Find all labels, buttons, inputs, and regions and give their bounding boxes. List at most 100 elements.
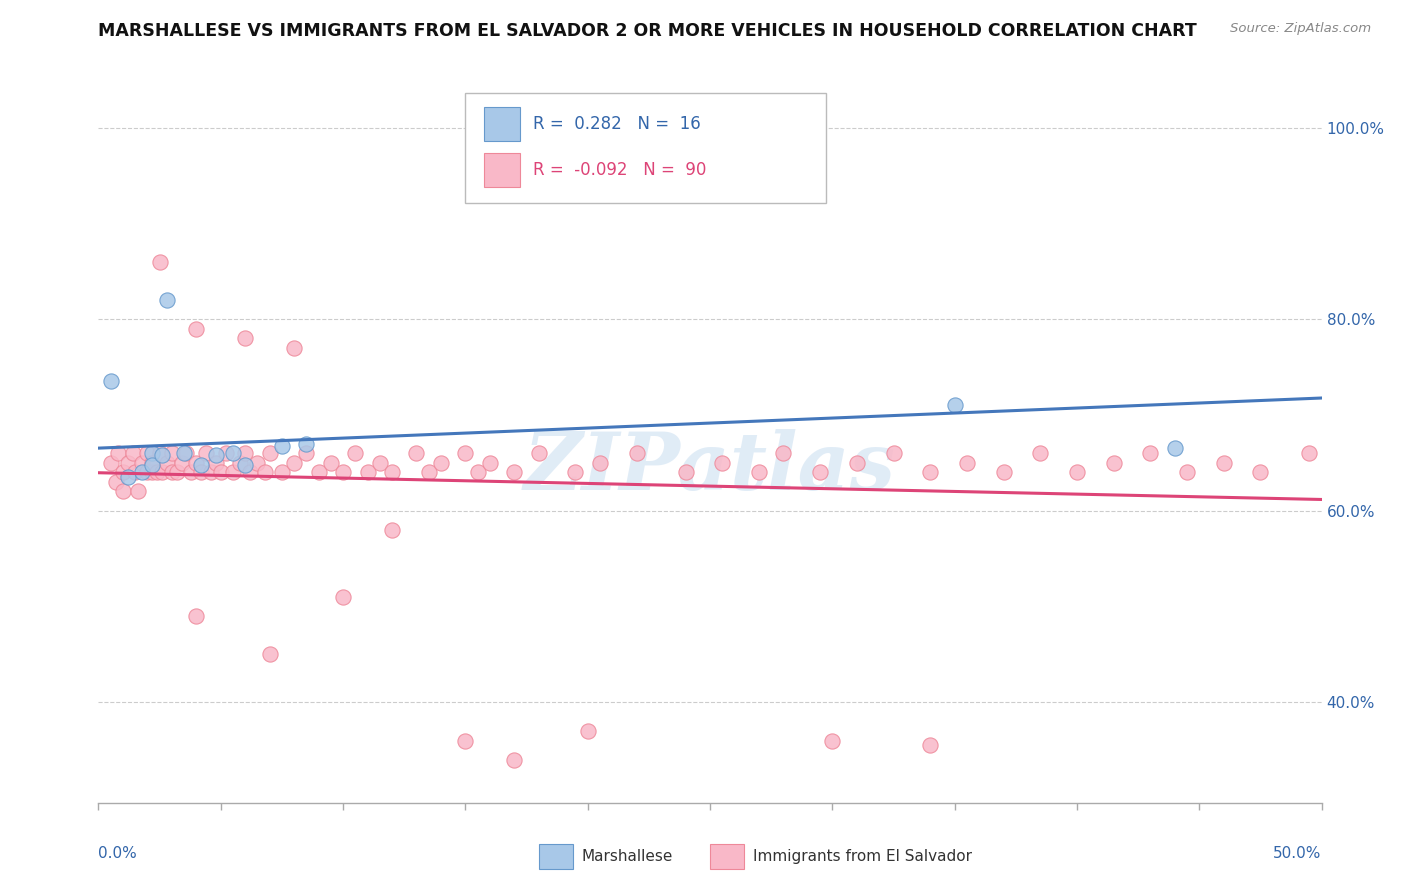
Point [319, 456, 342, 470]
Point [186, 321, 208, 335]
Point [180, 466, 202, 480]
Point [229, 456, 252, 470]
Point [1249, 466, 1271, 480]
Point [576, 723, 599, 738]
Point [141, 466, 163, 480]
Point [626, 446, 648, 460]
Point [141, 456, 163, 470]
Point [222, 466, 245, 480]
Point [233, 331, 256, 345]
Point [205, 448, 228, 462]
Point [589, 456, 612, 470]
Point [170, 456, 193, 470]
Point [150, 448, 173, 462]
Point [100, 375, 122, 389]
Point [381, 523, 404, 537]
Bar [484, 107, 520, 141]
Point [246, 456, 269, 470]
Point [233, 446, 256, 460]
Point [332, 590, 354, 604]
Point [141, 458, 163, 472]
Point [239, 466, 262, 480]
Point [173, 446, 195, 460]
Point [405, 446, 427, 460]
Point [1212, 456, 1234, 470]
Point [332, 466, 354, 480]
Point [117, 456, 139, 470]
Point [956, 456, 979, 470]
Point [308, 466, 330, 480]
Point [214, 446, 236, 460]
Point [186, 609, 208, 624]
Point [136, 466, 159, 480]
Point [253, 466, 276, 480]
Point [195, 446, 218, 460]
Point [259, 446, 281, 460]
Point [1298, 446, 1320, 460]
Point [150, 466, 173, 480]
Point [176, 446, 198, 460]
Point [131, 466, 153, 480]
Point [270, 438, 294, 452]
Point [209, 466, 232, 480]
Text: 50.0%: 50.0% [1274, 846, 1322, 861]
Point [141, 446, 163, 460]
Bar [484, 153, 520, 187]
Point [104, 475, 127, 489]
Point [205, 456, 228, 470]
Point [503, 466, 526, 480]
Point [124, 466, 146, 480]
Point [156, 293, 179, 307]
Point [564, 466, 586, 480]
Point [295, 446, 318, 460]
Text: Marshallese: Marshallese [582, 849, 673, 863]
Point [136, 446, 159, 460]
Point [748, 466, 770, 480]
Point [1102, 456, 1125, 470]
Point [100, 456, 122, 470]
Point [368, 456, 391, 470]
Point [146, 466, 169, 480]
Point [1164, 442, 1187, 456]
Point [186, 456, 208, 470]
Point [808, 466, 831, 480]
Point [920, 739, 942, 753]
Text: MARSHALLESE VS IMMIGRANTS FROM EL SALVADOR 2 OR MORE VEHICLES IN HOUSEHOLD CORRE: MARSHALLESE VS IMMIGRANTS FROM EL SALVAD… [98, 22, 1197, 40]
Bar [538, 844, 574, 869]
Point [160, 446, 183, 460]
Point [121, 446, 143, 460]
Point [711, 456, 734, 470]
Point [259, 648, 281, 662]
Point [190, 466, 212, 480]
Point [418, 466, 440, 480]
Point [117, 470, 139, 484]
Point [675, 466, 697, 480]
Point [344, 446, 367, 460]
Point [1175, 466, 1198, 480]
Point [233, 458, 256, 472]
Text: Immigrants from El Salvador: Immigrants from El Salvador [752, 849, 972, 863]
Text: ZIPatlas: ZIPatlas [524, 429, 896, 506]
Point [156, 456, 179, 470]
Point [381, 466, 404, 480]
Point [772, 446, 794, 460]
Point [467, 466, 489, 480]
Point [430, 456, 453, 470]
Point [160, 466, 183, 480]
Point [356, 466, 378, 480]
Point [283, 456, 305, 470]
Point [1029, 446, 1052, 460]
Text: R =  -0.092   N =  90: R = -0.092 N = 90 [533, 161, 706, 178]
Point [166, 466, 188, 480]
Point [190, 458, 212, 472]
Point [283, 341, 305, 355]
Point [503, 753, 526, 767]
Point [993, 466, 1015, 480]
Point [295, 436, 318, 450]
Point [270, 466, 294, 480]
Point [111, 466, 134, 480]
Point [821, 733, 844, 747]
Point [943, 398, 966, 412]
FancyBboxPatch shape [465, 93, 827, 203]
Point [920, 466, 942, 480]
